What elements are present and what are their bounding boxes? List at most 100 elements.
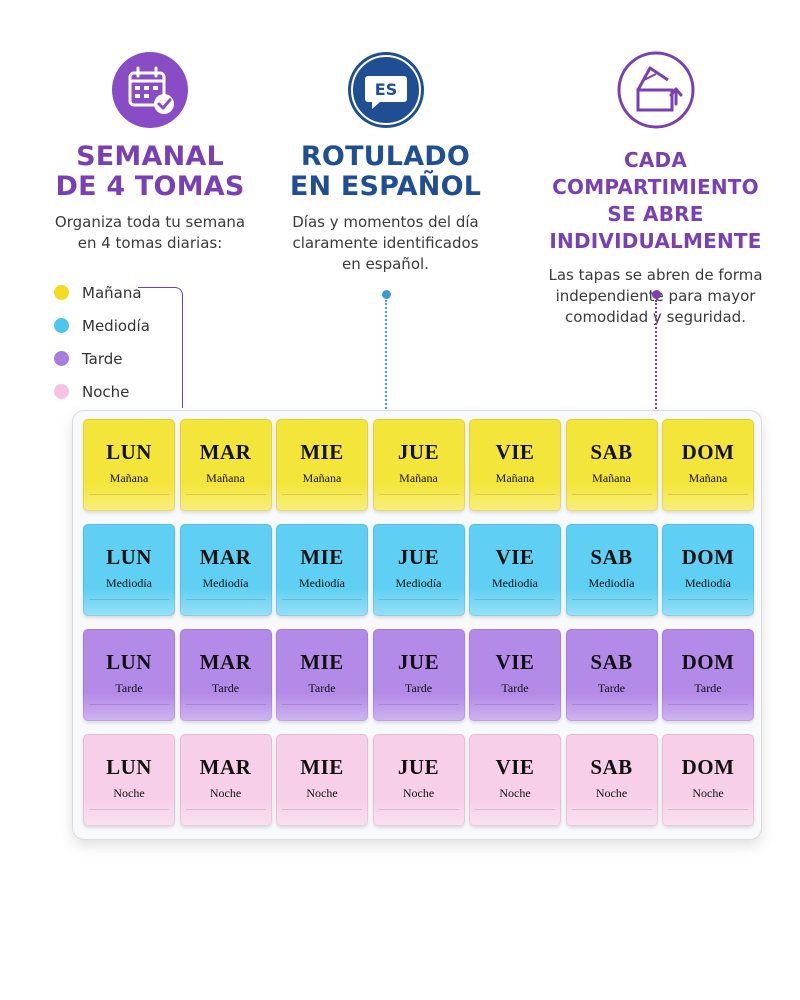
compartment-vie-2[interactable]: VIE Mediodía [469,524,561,616]
time-label: Tarde [597,681,626,695]
compartment-dom-1[interactable]: DOM Mañana [662,419,754,511]
legend-connector-line [138,287,183,408]
time-label: Mañana [302,471,342,485]
compartment-sab-3[interactable]: SAB Tarde [565,629,658,721]
day-label: MIE [300,440,344,464]
time-label: Mediodía [588,576,635,590]
time-label: Tarde [404,681,433,695]
day-label: LUN [106,545,152,569]
day-label: VIE [495,545,535,569]
day-label: SAB [590,440,633,464]
day-label: JUE [397,755,440,779]
legend-item-midday: Mediodía [54,309,150,342]
compartment-sab-1[interactable]: SAB Mañana [565,419,658,511]
time-label: Mañana [688,471,728,485]
time-label: Tarde [501,681,529,695]
day-label: JUE [397,650,440,674]
day-label: MAR [199,545,252,569]
day-label: SAB [590,755,633,779]
day-label: VIE [495,755,535,779]
feature-spanish-labels: ES ROTULADO EN ESPAÑOL Días y momentos d… [278,50,493,275]
time-label: Mediodía [395,576,442,590]
day-label: LUN [106,755,152,779]
day-label: DOM [681,650,735,674]
day-label: LUN [106,440,152,464]
time-label: Noche [692,786,724,800]
time-label: Noche [209,786,242,800]
compartment-jue-2[interactable]: JUE Mediodía [372,524,465,616]
compartment-sab-4[interactable]: SAB Noche [565,734,658,826]
time-label: Noche [595,786,628,800]
compartment-mar-2[interactable]: MAR Mediodía [179,524,272,616]
legend-dot [54,285,69,300]
compartment-dom-4[interactable]: DOM Noche [662,734,754,826]
compartment-lun-2[interactable]: LUN Mediodía [83,524,175,616]
day-label: MAR [199,755,252,779]
time-label: Mañana [109,471,149,485]
calendar-check-icon [112,52,188,128]
compartment-mar-4[interactable]: MAR Noche [179,734,272,826]
feature-description: Días y momentos del día claramente ident… [292,213,479,273]
day-label: LUN [106,650,152,674]
time-label: Tarde [308,681,336,695]
compartment-lun-4[interactable]: LUN Noche [83,734,175,826]
day-label: MIE [300,650,344,674]
legend-label: Noche [82,382,130,401]
feature-title: SEMANAL DE 4 TOMAS [55,141,245,202]
day-label: MIE [300,755,344,779]
time-of-day-legend: Mañana Mediodía Tarde Noche [54,276,150,408]
compartment-sab-2[interactable]: SAB Mediodía [565,524,658,616]
day-label: DOM [681,755,735,779]
feature-description: Organiza toda tu semana en 4 tomas diari… [54,213,246,252]
time-label: Tarde [115,681,143,695]
pill-organizer: LUN Mañana MAR Mañana MIE Mañana JUE Mañana VIE M… [72,410,762,840]
legend-item-afternoon: Tarde [54,342,150,375]
compartment-mie-3[interactable]: MIE Tarde [276,629,368,721]
compartment-vie-3[interactable]: VIE Tarde [469,629,561,721]
time-label: Mañana [495,471,535,485]
time-label: Mediodía [106,576,152,590]
time-label: Mediodía [685,576,731,590]
time-label: Mañana [206,471,245,485]
compartment-lun-1[interactable]: LUN Mañana [83,419,175,511]
compartment-dom-3[interactable]: DOM Tarde [662,629,754,721]
day-label: MAR [199,440,252,464]
compartment-mie-4[interactable]: MIE Noche [276,734,368,826]
compartment-jue-3[interactable]: JUE Tarde [372,629,465,721]
es-speech-bubble-icon: ES [347,52,424,128]
time-label: Mañana [399,471,438,485]
es-badge-text: ES [374,80,396,99]
day-label: VIE [495,440,535,464]
legend-item-night: Noche [54,375,150,408]
time-label: Mediodía [492,576,538,590]
time-label: Tarde [694,681,722,695]
feature-individual-lids: CADA COMPARTIMIENTO SE ABRE INDIVIDUALME… [518,50,793,328]
compartment-mar-3[interactable]: MAR Tarde [179,629,272,721]
feature-weekly: SEMANAL DE 4 TOMAS Organiza toda tu sema… [40,50,260,254]
legend-label: Tarde [82,349,123,368]
day-label: VIE [495,650,535,674]
compartment-mie-2[interactable]: MIE Mediodía [276,524,368,616]
feature-title: ROTULADO EN ESPAÑOL [289,141,482,202]
day-label: MAR [199,650,252,674]
day-label: MIE [300,545,344,569]
compartment-mar-1[interactable]: MAR Mañana [179,419,272,511]
compartment-vie-1[interactable]: VIE Mañana [469,419,561,511]
time-label: Mañana [592,471,631,485]
time-label: Mediodía [299,576,345,590]
open-box-icon [617,51,694,129]
time-label: Noche [113,786,145,800]
time-label: Tarde [211,681,240,695]
compartment-mie-1[interactable]: MIE Mañana [276,419,368,511]
compartment-dom-2[interactable]: DOM Mediodía [662,524,754,616]
compartment-jue-4[interactable]: JUE Noche [372,734,465,826]
time-label: Noche [306,786,338,800]
day-label: DOM [681,545,735,569]
legend-dot [54,318,69,333]
legend-dot [54,351,69,366]
compartment-vie-4[interactable]: VIE Noche [469,734,561,826]
compartment-jue-1[interactable]: JUE Mañana [372,419,465,511]
day-label: SAB [590,545,633,569]
time-label: Noche [402,786,435,800]
compartment-lun-3[interactable]: LUN Tarde [83,629,175,721]
